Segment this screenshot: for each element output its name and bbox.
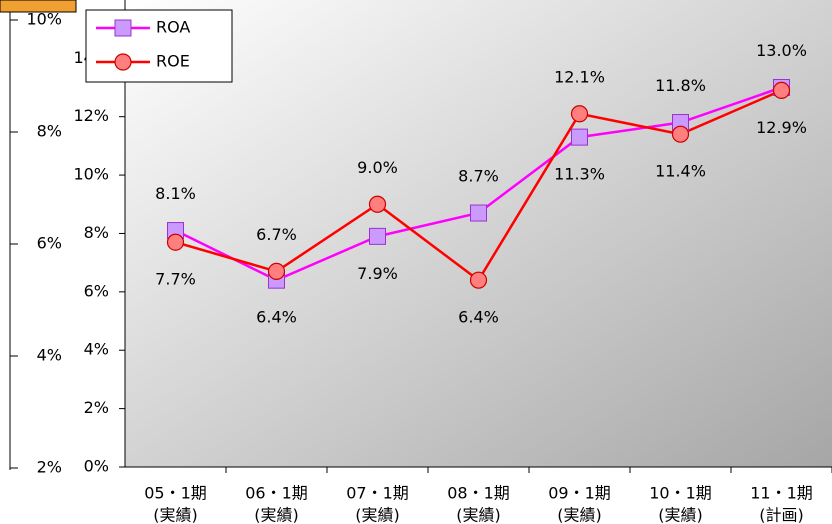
x-tick-label: (実績)	[456, 506, 501, 524]
data-label: 6.4%	[256, 308, 297, 327]
marker	[368, 195, 387, 213]
marker	[571, 128, 588, 146]
back-tick-label: 6%	[37, 234, 62, 253]
marker	[470, 204, 487, 222]
data-label: 7.9%	[357, 264, 398, 283]
x-tick-label: 06・1期	[245, 484, 308, 503]
y-tick-label: 12%	[73, 106, 109, 125]
legend-label: ROE	[156, 52, 190, 71]
data-label: 12.9%	[756, 118, 807, 137]
x-tick-label: (実績)	[254, 506, 299, 524]
back-tick-label: 4%	[37, 346, 62, 365]
marker	[469, 271, 488, 289]
y-tick-label: 2%	[84, 398, 109, 417]
x-tick-label: (実績)	[658, 506, 703, 524]
back-tick-label: 2%	[37, 458, 62, 477]
plot-area	[125, 0, 832, 467]
x-tick-label: 07・1期	[346, 484, 409, 503]
y-tick-label: 4%	[84, 340, 109, 359]
marker	[369, 227, 386, 245]
x-tick-label: 10・1期	[649, 484, 712, 503]
x-tick-label: 05・1期	[144, 484, 207, 503]
marker	[267, 262, 286, 281]
x-tick-label: (実績)	[153, 506, 198, 524]
data-label: 8.7%	[458, 167, 499, 186]
x-tick-label: 11・1期	[750, 484, 813, 503]
marker	[114, 19, 132, 37]
x-tick-label: (実績)	[557, 506, 602, 524]
x-tick-label: (計画)	[759, 506, 804, 524]
marker	[772, 81, 791, 100]
legend-box	[85, 9, 233, 83]
legend-label: ROA	[156, 18, 190, 37]
data-label: 7.7%	[155, 270, 196, 289]
y-tick-label: 8%	[84, 223, 109, 242]
data-label: 12.1%	[554, 67, 605, 86]
data-label: 11.4%	[655, 162, 706, 181]
back-tick-label: 10%	[26, 10, 62, 29]
y-tick-label: 0%	[84, 457, 109, 476]
marker	[114, 53, 132, 71]
data-label: 9.0%	[357, 158, 398, 177]
data-label: 8.1%	[155, 184, 196, 203]
data-label: 11.3%	[554, 165, 605, 184]
x-tick-label: 09・1期	[548, 484, 611, 503]
y-tick-label: 6%	[84, 281, 109, 300]
y-tick-label: 10%	[73, 165, 109, 184]
marker	[166, 233, 185, 251]
x-tick-label: (実績)	[355, 506, 400, 524]
data-label: 6.4%	[458, 308, 499, 327]
data-label: 6.7%	[256, 225, 297, 244]
marker	[570, 105, 589, 123]
data-label: 13.0%	[756, 41, 807, 60]
data-label: 11.8%	[655, 76, 706, 95]
x-tick-label: 08・1期	[447, 484, 510, 503]
back-tick-label: 8%	[37, 122, 62, 141]
back-title-box	[0, 0, 77, 13]
marker	[671, 125, 690, 143]
